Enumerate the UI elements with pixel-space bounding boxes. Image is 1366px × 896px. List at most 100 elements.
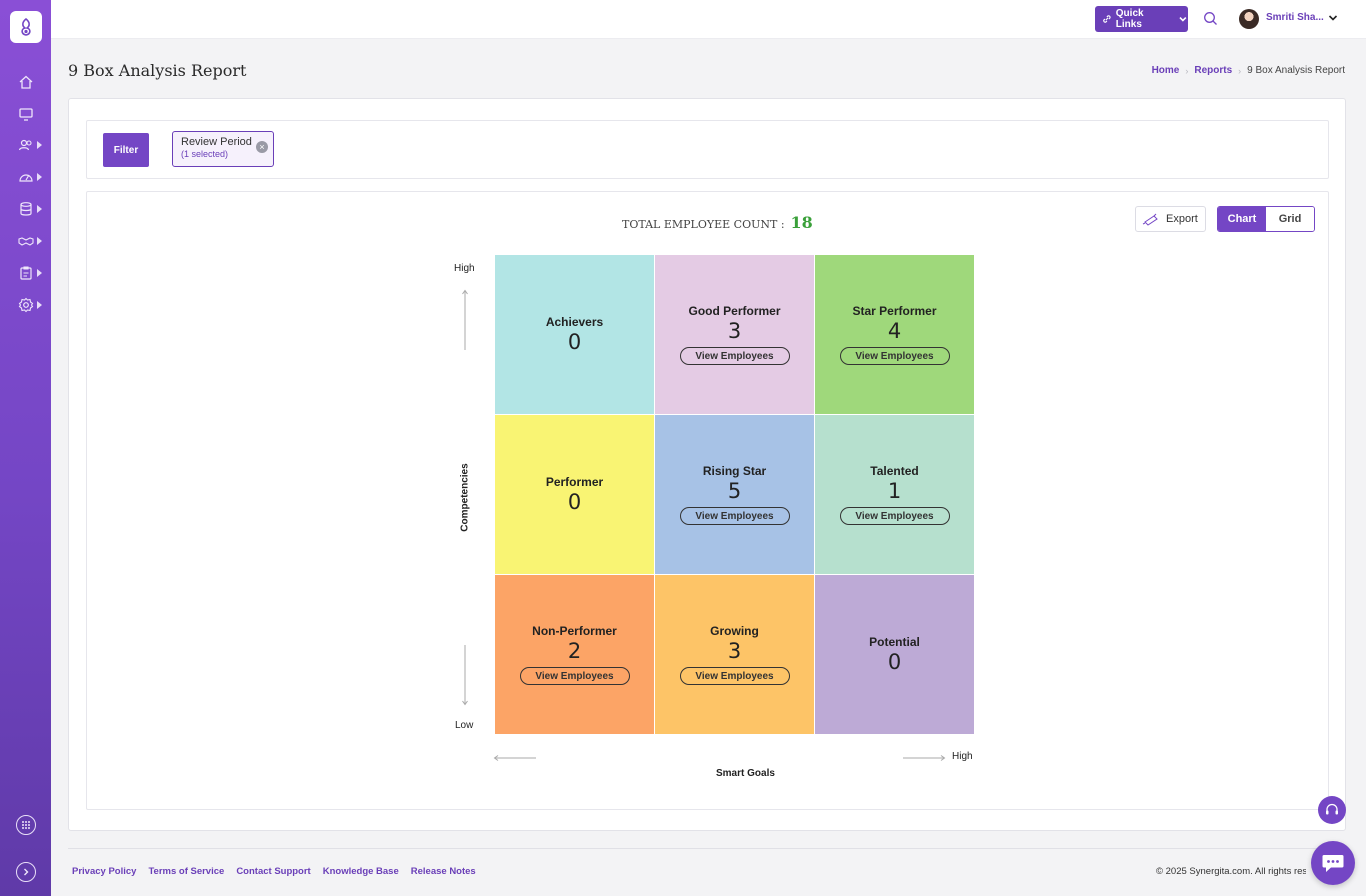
chat-icon — [1322, 855, 1344, 872]
quick-links-label: Quick Links — [1115, 8, 1144, 30]
filter-button[interactable]: Filter — [103, 133, 149, 167]
x-axis-title: Smart Goals — [716, 768, 775, 779]
footer-links: Privacy Policy Terms of Service Contact … — [72, 866, 476, 877]
knowledge-base-link[interactable]: Knowledge Base — [322, 866, 399, 877]
nav-engagement[interactable] — [0, 230, 51, 252]
handshake-icon — [18, 237, 34, 246]
clear-filter-icon[interactable]: × — [256, 141, 268, 153]
caret-right-icon — [37, 301, 42, 309]
view-employees-button[interactable]: View Employees — [839, 347, 950, 365]
arrow-up-icon — [462, 289, 468, 350]
view-employees-button[interactable]: View Employees — [679, 667, 790, 685]
total-value: 18 — [790, 213, 813, 232]
nav-performance[interactable] — [0, 166, 51, 188]
box-count: 4 — [887, 319, 902, 343]
view-employees-button[interactable]: View Employees — [679, 507, 790, 525]
nav-home[interactable] — [0, 71, 51, 93]
logo-icon — [21, 17, 31, 36]
nav-people[interactable] — [0, 134, 51, 156]
caret-right-icon — [37, 205, 42, 213]
apps-grid-icon — [22, 821, 30, 829]
box-achievers: Achievers 0 — [495, 255, 654, 414]
box-rising-star: Rising Star 5 View Employees — [655, 415, 814, 574]
view-employees-button[interactable]: View Employees — [679, 347, 790, 365]
box-title: Good Performer — [688, 304, 781, 318]
user-name[interactable]: Smriti Sha... — [1266, 12, 1324, 23]
search-icon[interactable] — [1203, 11, 1218, 26]
avatar[interactable] — [1239, 9, 1259, 29]
breadcrumb-separator-icon: › — [1185, 65, 1189, 76]
contact-support-link[interactable]: Contact Support — [236, 866, 311, 877]
box-potential: Potential 0 — [815, 575, 974, 734]
chip-selected-count: (1 selected) — [181, 149, 229, 159]
expand-sidebar-button[interactable] — [16, 862, 36, 882]
chevron-down-icon — [1179, 16, 1187, 22]
copyright: © 2025 Synergita.com. All rights reserve… — [1156, 866, 1306, 877]
nav-database[interactable] — [0, 198, 51, 220]
terms-link[interactable]: Terms of Service — [148, 866, 225, 877]
box-title: Rising Star — [702, 464, 767, 478]
caret-right-icon — [37, 173, 42, 181]
chat-button[interactable] — [1311, 841, 1355, 885]
breadcrumb-reports[interactable]: Reports — [1194, 65, 1233, 76]
gauge-icon — [19, 174, 33, 182]
footer-divider — [68, 848, 1346, 849]
box-growing: Growing 3 View Employees — [655, 575, 814, 734]
nav-dashboard[interactable] — [0, 103, 51, 125]
box-good-performer: Good Performer 3 View Employees — [655, 255, 814, 414]
arrow-left-icon — [493, 755, 536, 761]
box-count: 3 — [727, 319, 742, 343]
clipboard-icon — [20, 266, 32, 280]
view-employees-button[interactable]: View Employees — [839, 507, 950, 525]
breadcrumb-home[interactable]: Home — [1151, 65, 1180, 76]
caret-right-icon — [37, 269, 42, 277]
box-star-performer: Star Performer 4 View Employees — [815, 255, 974, 414]
box-count: 0 — [567, 330, 582, 354]
apps-grid-button[interactable] — [16, 815, 36, 835]
grid-view-button[interactable]: Grid — [1266, 207, 1314, 231]
breadcrumb-separator-icon: › — [1238, 65, 1242, 76]
box-title: Potential — [869, 635, 920, 649]
nav-tasks[interactable] — [0, 262, 51, 284]
support-button[interactable] — [1318, 796, 1346, 824]
x-axis-high-label: High — [952, 751, 973, 762]
view-employees-button[interactable]: View Employees — [519, 667, 630, 685]
chevron-right-icon — [24, 868, 29, 876]
export-button[interactable]: Export — [1135, 206, 1206, 232]
chip-label: Review Period — [181, 136, 252, 148]
box-count: 3 — [727, 639, 742, 663]
box-count: 1 — [887, 479, 902, 503]
release-notes-link[interactable]: Release Notes — [410, 866, 476, 877]
box-count: 0 — [887, 650, 902, 674]
y-axis-high-label: High — [454, 263, 475, 274]
chevron-down-icon[interactable] — [1328, 13, 1338, 23]
home-icon — [19, 75, 33, 89]
box-title: Growing — [710, 624, 759, 638]
gear-icon — [18, 297, 34, 313]
nine-box-panel: TOTAL EMPLOYEE COUNT : 18 Export Chart G… — [86, 191, 1329, 810]
breadcrumb-current: 9 Box Analysis Report — [1247, 65, 1345, 76]
monitor-icon — [19, 108, 33, 121]
box-count: 2 — [567, 639, 582, 663]
box-title: Star Performer — [852, 304, 937, 318]
box-title: Talented — [870, 464, 919, 478]
view-toggle: Chart Grid — [1217, 206, 1315, 232]
box-count: 0 — [567, 490, 582, 514]
box-count: 5 — [727, 479, 742, 503]
app-logo[interactable] — [10, 11, 42, 43]
users-icon — [18, 139, 32, 151]
nav-settings[interactable] — [0, 294, 51, 316]
y-axis-title: Competencies — [459, 463, 471, 532]
privacy-policy-link[interactable]: Privacy Policy — [72, 866, 137, 877]
sidebar — [0, 0, 51, 896]
export-icon — [1142, 213, 1158, 226]
box-title: Achievers — [545, 315, 604, 329]
total-label: TOTAL EMPLOYEE COUNT : — [622, 218, 785, 231]
quick-links-button[interactable]: Quick Links — [1095, 6, 1188, 32]
report-card: Filter Review Period (1 selected) × TOTA… — [68, 98, 1346, 831]
box-non-performer: Non-Performer 2 View Employees — [495, 575, 654, 734]
export-label: Export — [1166, 213, 1198, 225]
chart-view-button[interactable]: Chart — [1218, 207, 1266, 231]
page-title: 9 Box Analysis Report — [68, 61, 247, 80]
review-period-chip[interactable]: Review Period (1 selected) × — [172, 131, 274, 167]
